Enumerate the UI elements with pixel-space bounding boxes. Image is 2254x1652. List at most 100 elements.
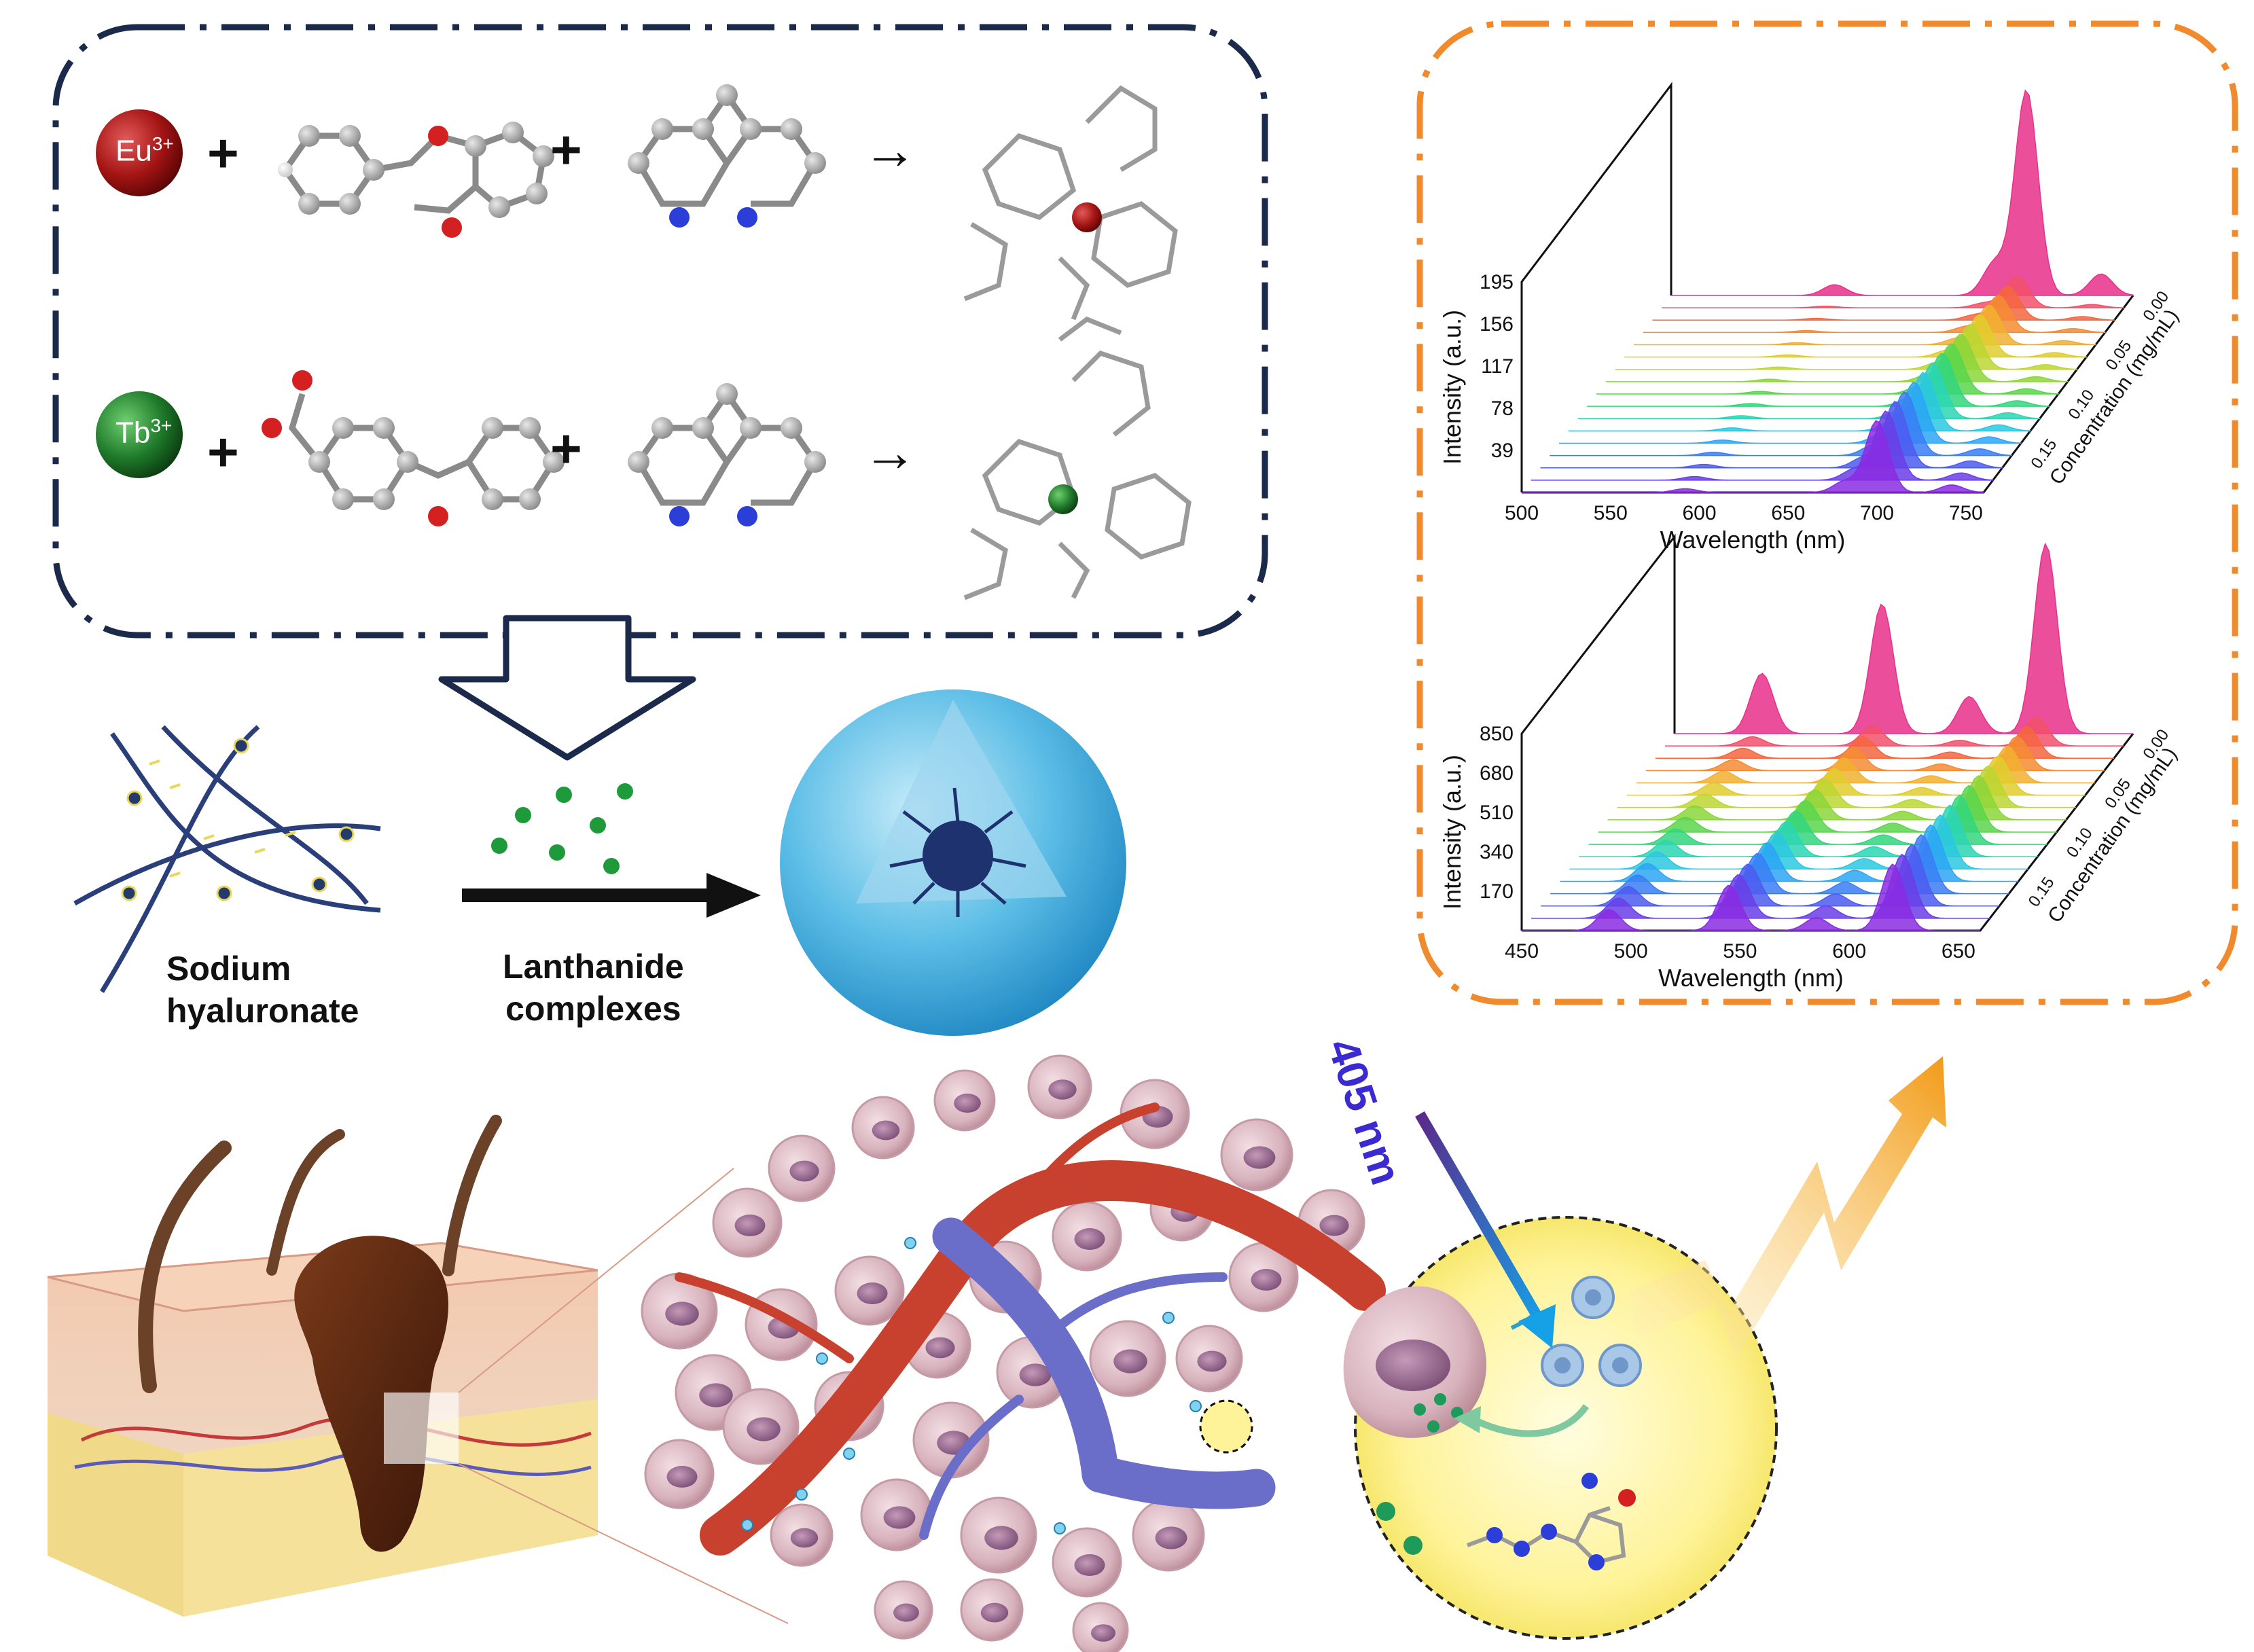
tumor-cell-nucleus	[1251, 1269, 1282, 1291]
x-tick-label: 500	[1614, 940, 1648, 963]
tumor-cell-nucleus	[954, 1093, 981, 1113]
tumor-cell-nucleus	[734, 1215, 766, 1236]
x-tick-label: 450	[1505, 940, 1539, 963]
tumor-cell-cluster	[641, 1054, 1365, 1652]
spectrum-trace	[1675, 542, 2133, 734]
melanoma-tumor	[294, 1236, 448, 1552]
assembly-arrowhead	[706, 873, 761, 918]
chart-back-wall	[1520, 533, 1676, 931]
release-curved-arrow	[1472, 1404, 1590, 1437]
spectrum-trace	[1522, 420, 1984, 493]
tumor-cell-nucleus	[883, 1506, 916, 1529]
phen-atoms-2	[628, 383, 826, 526]
y-tick-label: 340	[1480, 841, 1514, 863]
emission-zigzag-arrow	[1630, 1056, 1946, 1359]
vessel-zoom-marker	[1199, 1399, 1253, 1454]
x-tick-label: 550	[1594, 502, 1628, 524]
x-axis-label: Wavelength (nm)	[1658, 964, 1844, 992]
spectrum-trace	[1671, 89, 2134, 296]
spectrum-trace	[1522, 863, 1980, 931]
tumor-cell-nucleus	[1155, 1526, 1187, 1549]
x-tick-label: 650	[1771, 502, 1805, 524]
y-axis-label: Intensity (a.u.)	[1438, 310, 1466, 465]
tumor-cell-nucleus	[665, 1301, 699, 1326]
y-tick-label: 39	[1491, 439, 1514, 462]
micelle-core	[923, 821, 993, 891]
eu-emission-chart: 500 550 600 650 700 75039781171561950.000.050…	[1438, 82, 2183, 554]
nanoparticles-in-blood	[741, 1237, 1202, 1534]
y-tick-label: 680	[1480, 762, 1514, 785]
y-axis-label: Intensity (a.u.)	[1438, 755, 1466, 910]
lanthanide-complexes-label: Lanthanide complexes	[503, 948, 684, 1028]
spectra-panel-border	[1416, 20, 2238, 1005]
y-tick-label: 510	[1480, 802, 1514, 824]
tumor-cell-nucleus	[1113, 1349, 1147, 1373]
released-complex-dots	[1376, 1393, 1463, 1555]
eu-center-atom	[1072, 202, 1102, 232]
tumor-cell-nucleus	[925, 1337, 955, 1359]
x-tick-label: 600	[1832, 940, 1866, 963]
tumor-cell-nucleus	[1197, 1350, 1227, 1372]
tumor-cell-nucleus	[1074, 1554, 1105, 1576]
tb-center-atom	[1048, 484, 1078, 514]
plus-sign: +	[207, 123, 239, 183]
benzoylbenzoic-ligand-molecule	[289, 393, 558, 503]
tumor-cell-nucleus	[984, 1526, 1018, 1550]
reaction-arrow: →	[863, 422, 917, 482]
eu-ion-label: Eu3+	[115, 133, 174, 168]
x-tick-label: 550	[1723, 940, 1757, 963]
tumor-cell-nucleus	[699, 1383, 733, 1407]
tb-ion-label: Tb3+	[115, 415, 173, 450]
blood-vessels	[675, 1102, 1386, 1556]
zoom-lines	[458, 1168, 789, 1624]
hyaluronate-chains	[73, 725, 381, 993]
synthesis-panel-border	[52, 24, 1268, 639]
tumor-cell-nucleus	[1243, 1146, 1276, 1169]
tumor-cell-nucleus	[1048, 1079, 1077, 1100]
y-tick-label: 78	[1491, 397, 1514, 420]
chart-back-wall	[1520, 82, 1672, 492]
benzoylbenzoic-atoms	[262, 370, 565, 526]
tumor-cell-nucleus	[747, 1417, 781, 1441]
x-axis-label: Wavelength (nm)	[1660, 526, 1846, 554]
hair-follicles	[138, 1115, 502, 1393]
tb-complex-structure	[963, 317, 1192, 600]
tumor-cell-nucleus	[1074, 1228, 1105, 1250]
phenanthroline-molecule-1	[634, 90, 819, 207]
tumor-cell-nucleus	[980, 1602, 1009, 1623]
y-tick-label: 170	[1480, 880, 1514, 903]
laser-arrow	[1415, 1111, 1547, 1328]
spectrum-trace	[1624, 314, 2087, 358]
phenanthroline-molecule-2	[634, 389, 819, 506]
release-arrowhead	[1454, 1406, 1481, 1433]
hyaluronate-ticks	[149, 759, 296, 878]
x-tick-label: 650	[1942, 940, 1975, 963]
plus-sign: +	[207, 422, 239, 482]
tumor-cell-nucleus	[1019, 1363, 1052, 1386]
nanoparticle-cutaway	[856, 700, 1067, 903]
y-tick-label: 156	[1480, 313, 1514, 336]
hollow-down-arrow	[438, 615, 696, 761]
micelle-chains	[889, 787, 1026, 917]
y-tick-label: 850	[1480, 723, 1514, 745]
hyaluronate-dots	[121, 738, 355, 901]
plus-sign: +	[550, 120, 582, 180]
skin-vessels	[74, 1416, 592, 1477]
phen-atoms-1	[628, 84, 826, 228]
eu-complex-structure	[963, 85, 1178, 321]
plus-sign: +	[550, 418, 582, 479]
x-tick-label: 500	[1505, 502, 1539, 524]
tumor-cell-nucleus	[1319, 1215, 1349, 1236]
x-tick-label: 600	[1683, 502, 1717, 524]
tumor-cell-nucleus	[790, 1528, 819, 1548]
y-tick-label: 195	[1480, 271, 1514, 293]
eu-ion-sphere	[96, 109, 183, 196]
x-tick-label: 700	[1860, 502, 1894, 524]
tumor-cell-nucleus	[872, 1120, 900, 1141]
dacarbazine-atoms	[1486, 1473, 1636, 1570]
flavone-atoms	[278, 122, 554, 238]
tumor-cell-nucleus	[666, 1466, 698, 1488]
